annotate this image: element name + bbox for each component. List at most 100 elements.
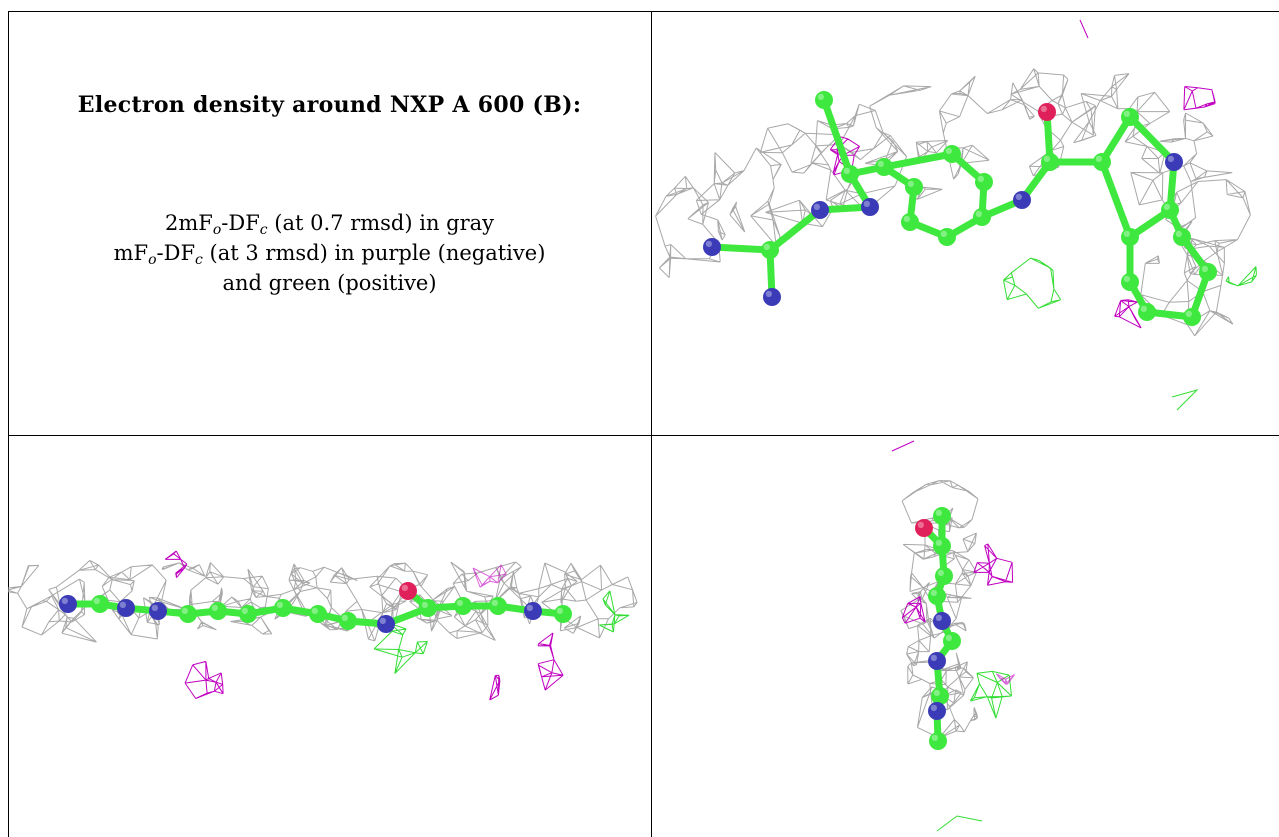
nitrogen-atom-highlight (61, 597, 68, 604)
nitrogen-atom (149, 602, 167, 620)
carbon-atom (309, 605, 327, 623)
carbon-atom (943, 632, 961, 650)
negative-density-mesh (1114, 299, 1142, 329)
carbon-atom (239, 605, 257, 623)
negative-density-mesh (184, 660, 224, 699)
negative-density-mesh (995, 673, 1016, 685)
carbon-atom (931, 687, 949, 705)
negative-density-mesh (1183, 86, 1216, 111)
legend-text: -DF (156, 241, 196, 265)
oxygen-atom (915, 519, 933, 537)
legend-text: 2mF (164, 211, 213, 235)
gray-density-mesh (188, 562, 273, 622)
carbon-atom-highlight (975, 210, 982, 218)
positive-density-mesh (936, 815, 983, 832)
carbon-atom-highlight (241, 607, 249, 614)
end-view-render (891, 440, 1016, 832)
negative-density-mesh (489, 674, 501, 701)
carbon-atom (933, 507, 951, 525)
carbon-atom (938, 228, 956, 246)
negative-density-mesh (537, 632, 564, 691)
legend-line-fofc: mFo-DFc (at 3 rmsd) in purple (negative) (8, 238, 651, 268)
gray-density-mesh (1140, 234, 1234, 337)
carbon-atom-highlight (935, 539, 942, 546)
carbon-atom-highlight (843, 167, 850, 175)
negative-density-mesh (973, 543, 1014, 586)
caption-cell: Electron density around NXP A 600 (B): 2… (8, 12, 651, 435)
carbon-atom (875, 158, 893, 176)
carbon-atom-highlight (1201, 265, 1208, 272)
nitrogen-atom (763, 288, 781, 306)
legend-text: (at 0.7 rmsd) in gray (267, 211, 495, 235)
legend-sub: o (148, 252, 157, 268)
negative-density-mesh (472, 564, 507, 588)
nitrogen-atom-highlight (935, 614, 942, 621)
table-middle-divider (8, 435, 1279, 436)
carbon-atom (929, 732, 947, 750)
carbon-atom (973, 208, 991, 226)
carbon-atom-highlight (181, 607, 189, 614)
legend-line-2fofc: 2mFo-DFc (at 0.7 rmsd) in gray (8, 208, 651, 238)
legend-text: -DF (221, 211, 260, 235)
bond (1126, 113, 1178, 166)
carbon-atom (209, 602, 227, 620)
carbon-atom (1161, 201, 1179, 219)
bond (708, 243, 774, 254)
nitrogen-atom-highlight (151, 604, 159, 611)
carbon-atom (179, 605, 197, 623)
carbon-atom (1121, 228, 1139, 246)
carbon-atom (935, 567, 953, 585)
figure-title: Electron density around NXP A 600 (B): (77, 92, 582, 118)
carbon-atom (905, 178, 923, 196)
carbon-atom (761, 241, 779, 259)
bond (766, 206, 824, 254)
nitrogen-atom (377, 615, 395, 633)
carbon-atom-highlight (341, 614, 348, 621)
carbon-atom-highlight (817, 93, 824, 100)
carbon-atom (489, 597, 507, 615)
carbon-atom-highlight (930, 589, 937, 596)
gray-density-mesh (541, 562, 638, 639)
carbon-atom-highlight (907, 180, 914, 188)
carbon-atom-highlight (1140, 305, 1147, 312)
carbon-atom-highlight (945, 634, 952, 641)
nitrogen-atom (59, 595, 77, 613)
nitrogen-atom-highlight (813, 203, 820, 211)
carbon-atom (1121, 273, 1139, 291)
gray-density-mesh (909, 548, 977, 603)
carbon-atom (1173, 228, 1191, 246)
carbon-atom-highlight (1123, 230, 1130, 238)
carbon-atom-highlight (763, 243, 770, 251)
carbon-atom (928, 587, 946, 605)
carbon-atom-highlight (211, 604, 219, 611)
oxygen-atom-highlight (1040, 105, 1047, 112)
carbon-atom-highlight (1175, 230, 1182, 238)
carbon-atom (339, 612, 357, 630)
negative-density-mesh (1079, 19, 1089, 39)
nitrogen-atom-highlight (1015, 193, 1022, 201)
carbon-atom-highlight (421, 601, 428, 608)
carbon-atom (841, 165, 859, 183)
carbon-atom (1093, 153, 1111, 171)
negative-density-mesh (891, 440, 915, 452)
positive-density-mesh (1003, 257, 1062, 309)
carbon-atom-highlight (1043, 155, 1050, 163)
carbon-atom-highlight (877, 160, 884, 168)
positive-density-mesh (1225, 266, 1257, 287)
carbon-atom-highlight (1163, 203, 1170, 211)
carbon-atom (419, 599, 437, 617)
side-view-render (8, 550, 638, 701)
nitrogen-atom (1165, 153, 1183, 171)
nitrogen-atom (524, 602, 542, 620)
nitrogen-atom (928, 702, 946, 720)
bond (1098, 158, 1134, 241)
carbon-atom (1138, 303, 1156, 321)
positive-density-mesh (1171, 389, 1199, 411)
density-view-side (8, 436, 651, 837)
nitrogen-atom (933, 612, 951, 630)
legend-line-positive: and green (positive) (222, 271, 437, 295)
front-view-render (655, 19, 1257, 411)
carbon-atom-highlight (977, 175, 984, 183)
legend-text: (at 3 rmsd) in purple (negative) (202, 241, 546, 265)
